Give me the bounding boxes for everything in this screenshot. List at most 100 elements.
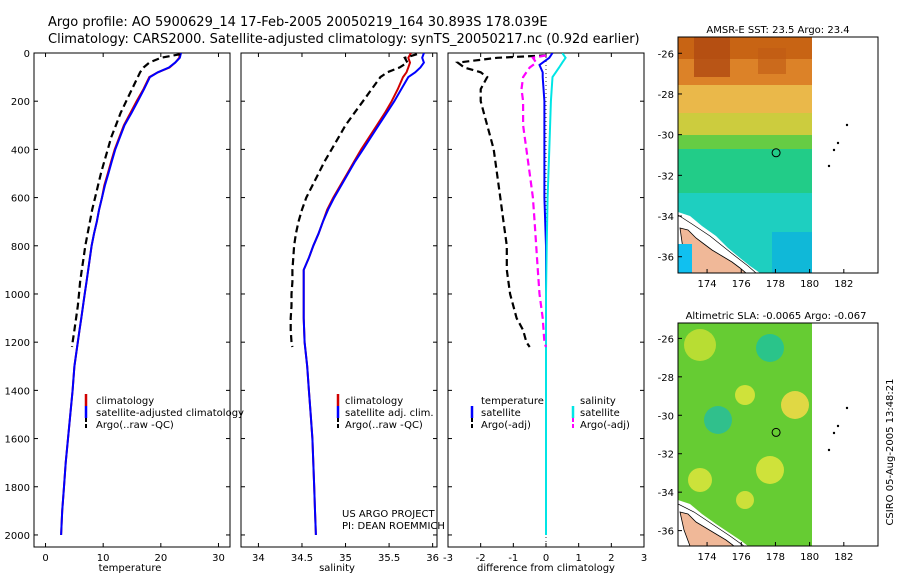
x-tick-label: 36 [426, 553, 439, 564]
map-y-tick-label: -30 [658, 131, 674, 142]
x-tick-label: 30 [212, 553, 225, 564]
temperature-ticks: 0 10 20 30 0 200 400 600 800 1000 1200 1400 1600 1800… [5, 49, 230, 564]
sst-warm-patch-2 [758, 48, 786, 74]
legend-temperature-title: temperature [481, 396, 544, 407]
track-dot [827, 448, 831, 452]
map-x-tick-label: 182 [834, 279, 853, 290]
difference-panel: -3 -2 -1 0 1 2 3 difference from climatology t… [443, 52, 647, 574]
sst-band-6 [678, 149, 812, 193]
map-x-tick-label: 180 [800, 552, 819, 563]
sla-blob [684, 329, 716, 361]
x-tick-label: 0 [543, 553, 549, 564]
series-line-salinity-satellite [545, 53, 567, 535]
legend-salinity-title: salinity [580, 396, 616, 407]
float-track-dots [827, 406, 849, 452]
temperature-legend: climatology satellite-adjusted climatolo… [84, 394, 244, 431]
salinity-xlabel: salinity [319, 563, 355, 574]
temperature-frame [33, 52, 231, 548]
legend-sal-satellite-label: satellite [580, 408, 620, 419]
x-tick-label: 34 [252, 553, 265, 564]
legend-sal-argo-label: Argo(-adj) [580, 420, 630, 431]
x-tick-label: 2 [608, 553, 614, 564]
sst-warm-patch [694, 37, 730, 77]
map-x-tick-label: 178 [766, 552, 785, 563]
track-dot [836, 424, 840, 428]
sla-blob [781, 391, 809, 419]
map-y-tick-label: -32 [658, 450, 674, 461]
track-dot [845, 123, 849, 127]
argo-float-marker [771, 427, 781, 437]
series-line-argo-raw-qc [70, 53, 181, 348]
sla-map-frame [677, 322, 879, 547]
sla-blob [736, 491, 754, 509]
legend-temp-argo-label: Argo(-adj) [481, 420, 531, 431]
credit-line-1: US ARGO PROJECT [342, 509, 436, 520]
salinity-panel: 34 34.5 35 35.5 36 salinity climatology sate… [240, 52, 445, 574]
difference-profiles [454, 53, 567, 535]
legend-temp-satellite-label: satellite [481, 408, 521, 419]
legend-climatology-label: climatology [96, 396, 154, 407]
sla-blob [704, 406, 732, 434]
x-tick-label: 35 [339, 553, 352, 564]
sst-map-ticks: 174 176 178 180 182 -26 -28 -30 -32 -34 -36 [658, 49, 854, 290]
temperature-panel: 0 10 20 30 0 200 400 600 800 1000 1200 1400 1600 1800… [5, 49, 244, 574]
map-x-tick-label: 182 [834, 552, 853, 563]
map-y-tick-label: -34 [658, 212, 674, 223]
difference-xlabel: difference from climatology [477, 563, 615, 574]
sst-band-4 [678, 113, 812, 135]
difference-ticks: -3 -2 -1 0 1 2 3 [443, 52, 647, 564]
map-y-tick-label: -36 [658, 253, 674, 264]
x-tick-label: 34.5 [291, 553, 313, 564]
temperature-xlabel: temperature [99, 563, 162, 574]
series-line-temperature-argo-adj [454, 54, 547, 348]
sst-map-frame [677, 36, 879, 274]
map-x-tick-label: 174 [698, 552, 717, 563]
difference-legend-temperature: temperature satellite Argo(-adj) [470, 396, 544, 431]
map-y-tick-label: -26 [658, 49, 674, 60]
y-tick-label: 1400 [5, 386, 30, 397]
series-line-salinity-argo-adj [520, 54, 548, 348]
sst-map-panel: AMSR-E SST: 23.5 Argo: 23.4 [658, 25, 879, 290]
sst-band-3 [678, 85, 812, 113]
sla-blob [735, 385, 755, 405]
sla-blob [756, 334, 784, 362]
sst-band-5 [678, 135, 812, 149]
sla-map-title: Altimetric SLA: -0.0065 Argo: -0.067 [686, 311, 867, 322]
sla-map-field [678, 323, 878, 546]
legend-satellite-label: satellite adj. clim. [345, 408, 434, 419]
difference-legend-salinity: salinity satellite Argo(-adj) [571, 396, 630, 431]
title-line-1: Argo profile: AO 5900629_14 17-Feb-2005 … [48, 15, 548, 30]
bathymetry-contour [678, 214, 757, 273]
sla-blob [688, 468, 712, 492]
salinity-legend: climatology satellite adj. clim. Argo(..… [336, 394, 434, 431]
argo-float-marker [771, 148, 781, 158]
track-dot [832, 148, 836, 152]
map-x-tick-label: 176 [732, 552, 751, 563]
y-tick-label: 1600 [5, 435, 30, 446]
x-tick-label: 1 [575, 553, 581, 564]
y-tick-label: 2000 [5, 531, 30, 542]
y-tick-label: 200 [11, 97, 30, 108]
series-line-satellite-adj-clim [302, 53, 426, 536]
x-tick-label: 35.5 [378, 553, 400, 564]
sla-map-ticks: 174 176 178 180 182 -26 -28 -30 -32 -34 -36 [658, 334, 854, 563]
sst-cool-patch [772, 232, 812, 273]
map-x-tick-label: 180 [800, 279, 819, 290]
x-tick-label: 10 [97, 553, 110, 564]
footer-stamp: CSIRO 05-Aug-2005 13:48:21 [885, 378, 896, 525]
map-y-tick-label: -28 [658, 373, 674, 384]
track-dot [845, 406, 849, 410]
salinity-ticks: 34 34.5 35 35.5 36 [241, 52, 439, 564]
sst-west-patch [678, 244, 692, 273]
y-tick-label: 800 [11, 242, 30, 253]
x-tick-label: -1 [508, 553, 518, 564]
y-tick-label: 1000 [5, 290, 30, 301]
sla-map-panel: Altimetric SLA: -0.0065 Argo: -0.067 [658, 311, 879, 563]
map-x-tick-label: 174 [698, 279, 717, 290]
map-y-tick-label: -28 [658, 90, 674, 101]
sst-no-data [812, 37, 878, 273]
credit-line-2: PI: DEAN ROEMMICH [342, 521, 445, 532]
x-tick-label: 3 [641, 553, 647, 564]
temperature-profiles [60, 53, 182, 536]
